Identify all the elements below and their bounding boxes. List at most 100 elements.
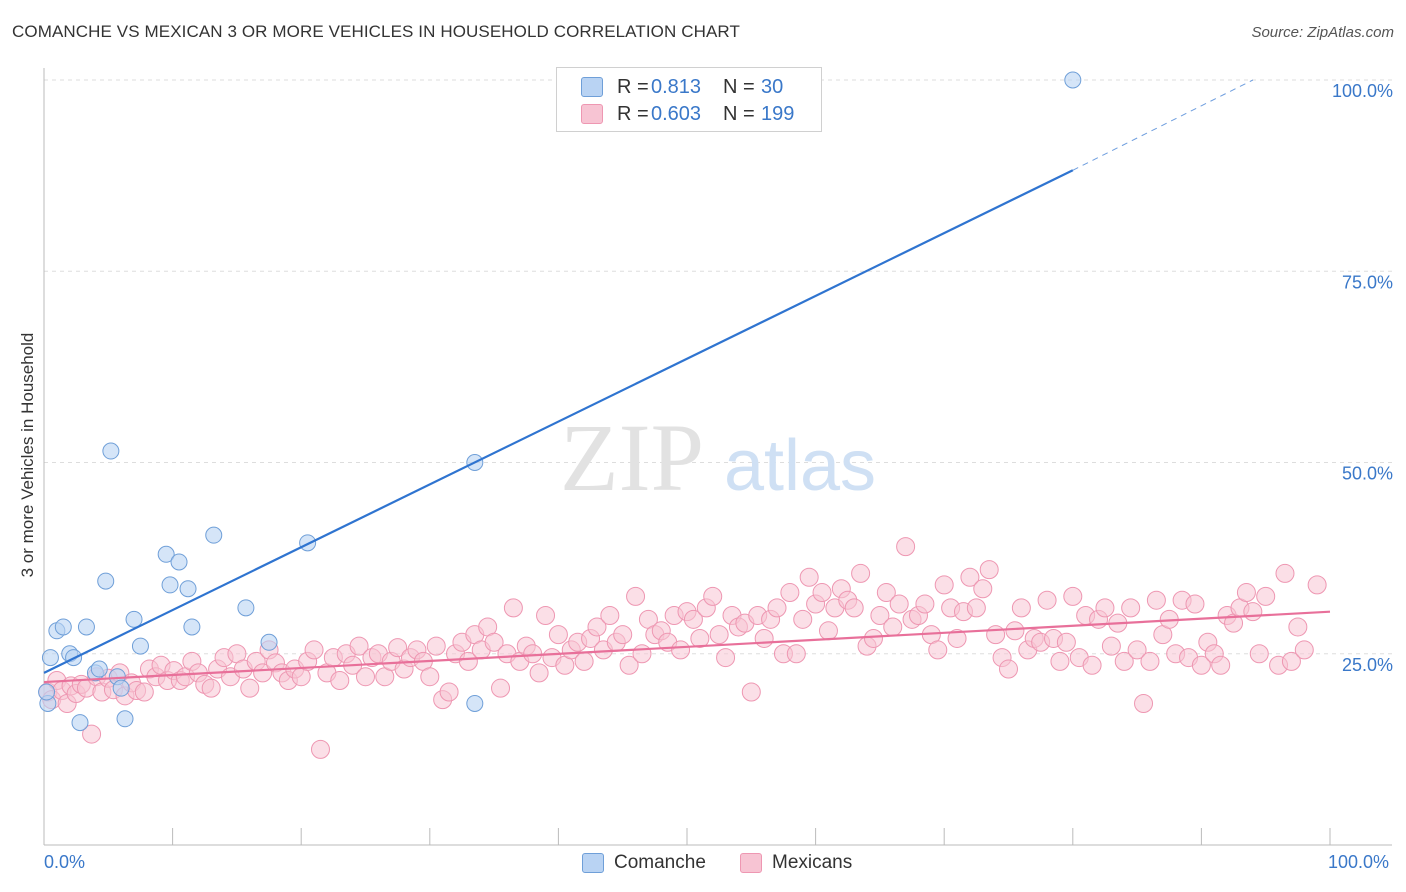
comanche-point xyxy=(54,618,72,636)
x-tick-min: 0.0% xyxy=(44,852,86,872)
mexicans-point xyxy=(709,625,729,645)
mexicans-point xyxy=(767,598,787,618)
mexicans-point xyxy=(844,598,864,618)
mexicans-point xyxy=(883,617,903,637)
comanche-point xyxy=(205,526,223,544)
trend-lines xyxy=(43,79,1331,684)
x-tick-max: 100.0% xyxy=(1328,852,1390,872)
mexicans-point xyxy=(491,678,511,698)
comanche-trend-line xyxy=(43,169,1074,674)
mexicans-point xyxy=(356,667,375,687)
mexicans-point xyxy=(1185,594,1205,614)
mexicans-point xyxy=(1037,590,1057,610)
n-label: N = xyxy=(723,102,755,125)
grid-lines xyxy=(44,79,1392,655)
mexicans-point xyxy=(240,678,260,698)
mexicans-trend-line xyxy=(43,610,1331,684)
watermark-atlas: atlas xyxy=(724,426,876,506)
comanche-point xyxy=(102,442,120,460)
mexicans-point xyxy=(1056,632,1076,652)
comanche-point xyxy=(179,580,197,598)
mexicans-point xyxy=(1275,563,1295,583)
mexicans-point xyxy=(1211,655,1231,675)
mexicans-point xyxy=(484,632,504,652)
mexicans-point xyxy=(426,636,446,656)
mexicans-point xyxy=(966,598,986,618)
legend-label-comanche: Comanche xyxy=(614,852,706,873)
mexicans-point xyxy=(310,739,330,759)
mexicans-point xyxy=(1191,655,1211,675)
n-label: N = xyxy=(723,75,755,98)
mexicans-point xyxy=(529,663,549,683)
mexicans-point xyxy=(786,644,806,664)
comanche-point xyxy=(125,610,143,628)
mexicans-point xyxy=(671,640,691,660)
mexicans-point xyxy=(1063,586,1083,606)
mexicans-point xyxy=(458,651,478,671)
mexicans-point xyxy=(574,651,594,671)
comanche-point xyxy=(161,576,179,594)
comanche-point xyxy=(131,637,149,655)
legend-item-mexicans[interactable]: Mexicans xyxy=(740,852,852,874)
mexicans-point xyxy=(349,636,369,656)
r-label: R = xyxy=(617,75,649,98)
comanche-point xyxy=(183,618,201,636)
mexicans-point xyxy=(1101,636,1121,656)
mexicans-point xyxy=(812,583,832,603)
mexicans-point xyxy=(1256,586,1276,606)
comanche-point xyxy=(1064,71,1082,89)
mexicans-point xyxy=(863,628,883,648)
mexicans-point xyxy=(253,663,273,683)
mexicans-point xyxy=(851,563,871,583)
mexicans-point xyxy=(330,671,350,691)
comanche-point xyxy=(260,633,278,651)
mexicans-point xyxy=(1050,651,1070,671)
mexicans-point xyxy=(1288,617,1308,637)
comanche-point xyxy=(157,545,175,563)
mexicans-point xyxy=(780,583,800,603)
comanche-point xyxy=(77,618,95,636)
mexicans-point xyxy=(619,655,639,675)
n-value: 30 xyxy=(761,75,784,98)
mexicans-point xyxy=(683,609,703,629)
mexicans-point xyxy=(1146,590,1166,610)
mexicans-point xyxy=(1249,644,1269,664)
mexicans-point xyxy=(799,567,819,587)
mexicans-point xyxy=(947,628,967,648)
mexicans-point xyxy=(523,644,543,664)
r-value: 0.813 xyxy=(651,75,702,98)
legend-item-comanche[interactable]: Comanche xyxy=(582,852,706,874)
mexicans-point xyxy=(536,606,556,625)
n-value: 199 xyxy=(761,102,795,125)
comanche-swatch xyxy=(581,77,603,97)
comanche-point xyxy=(466,694,484,712)
mexicans-point xyxy=(1140,651,1160,671)
mexicans-point xyxy=(1281,651,1301,671)
mexicans-point xyxy=(1095,598,1115,618)
mexicans-point xyxy=(134,682,154,702)
legend-label-mexicans: Mexicans xyxy=(772,852,853,873)
comanche-point xyxy=(112,679,130,697)
mexicans-point xyxy=(632,644,652,664)
mexicans-point xyxy=(928,640,948,660)
comanche-point xyxy=(299,534,317,552)
mexicans-point xyxy=(896,537,916,557)
mexicans-point xyxy=(979,560,999,580)
chart-title: COMANCHE VS MEXICAN 3 OR MORE VEHICLES I… xyxy=(12,22,740,41)
mexicans-point xyxy=(201,678,221,698)
mexicans-point xyxy=(1236,583,1256,603)
r-label: R = xyxy=(617,102,649,125)
mexicans-point xyxy=(613,625,633,645)
mexicans-point xyxy=(915,594,935,614)
mexicans-point xyxy=(82,724,102,744)
y-tick-label: 50.0% xyxy=(1342,464,1393,484)
mexicans-point xyxy=(1294,640,1314,660)
series-legend: Comanche Mexicans xyxy=(0,852,1406,876)
mexicans-point xyxy=(1011,598,1031,618)
comanche-point xyxy=(90,660,108,678)
comanche-point xyxy=(170,553,188,571)
mexicans-swatch xyxy=(581,104,603,124)
comanche-point xyxy=(237,599,255,617)
source-label: Source: ZipAtlas.com xyxy=(1251,24,1394,41)
